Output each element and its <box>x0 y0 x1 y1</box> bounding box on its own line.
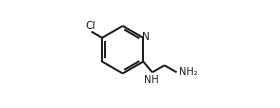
Text: N: N <box>143 32 150 42</box>
Text: Cl: Cl <box>85 21 95 31</box>
Text: NH₂: NH₂ <box>179 67 198 77</box>
Text: NH: NH <box>144 75 159 85</box>
